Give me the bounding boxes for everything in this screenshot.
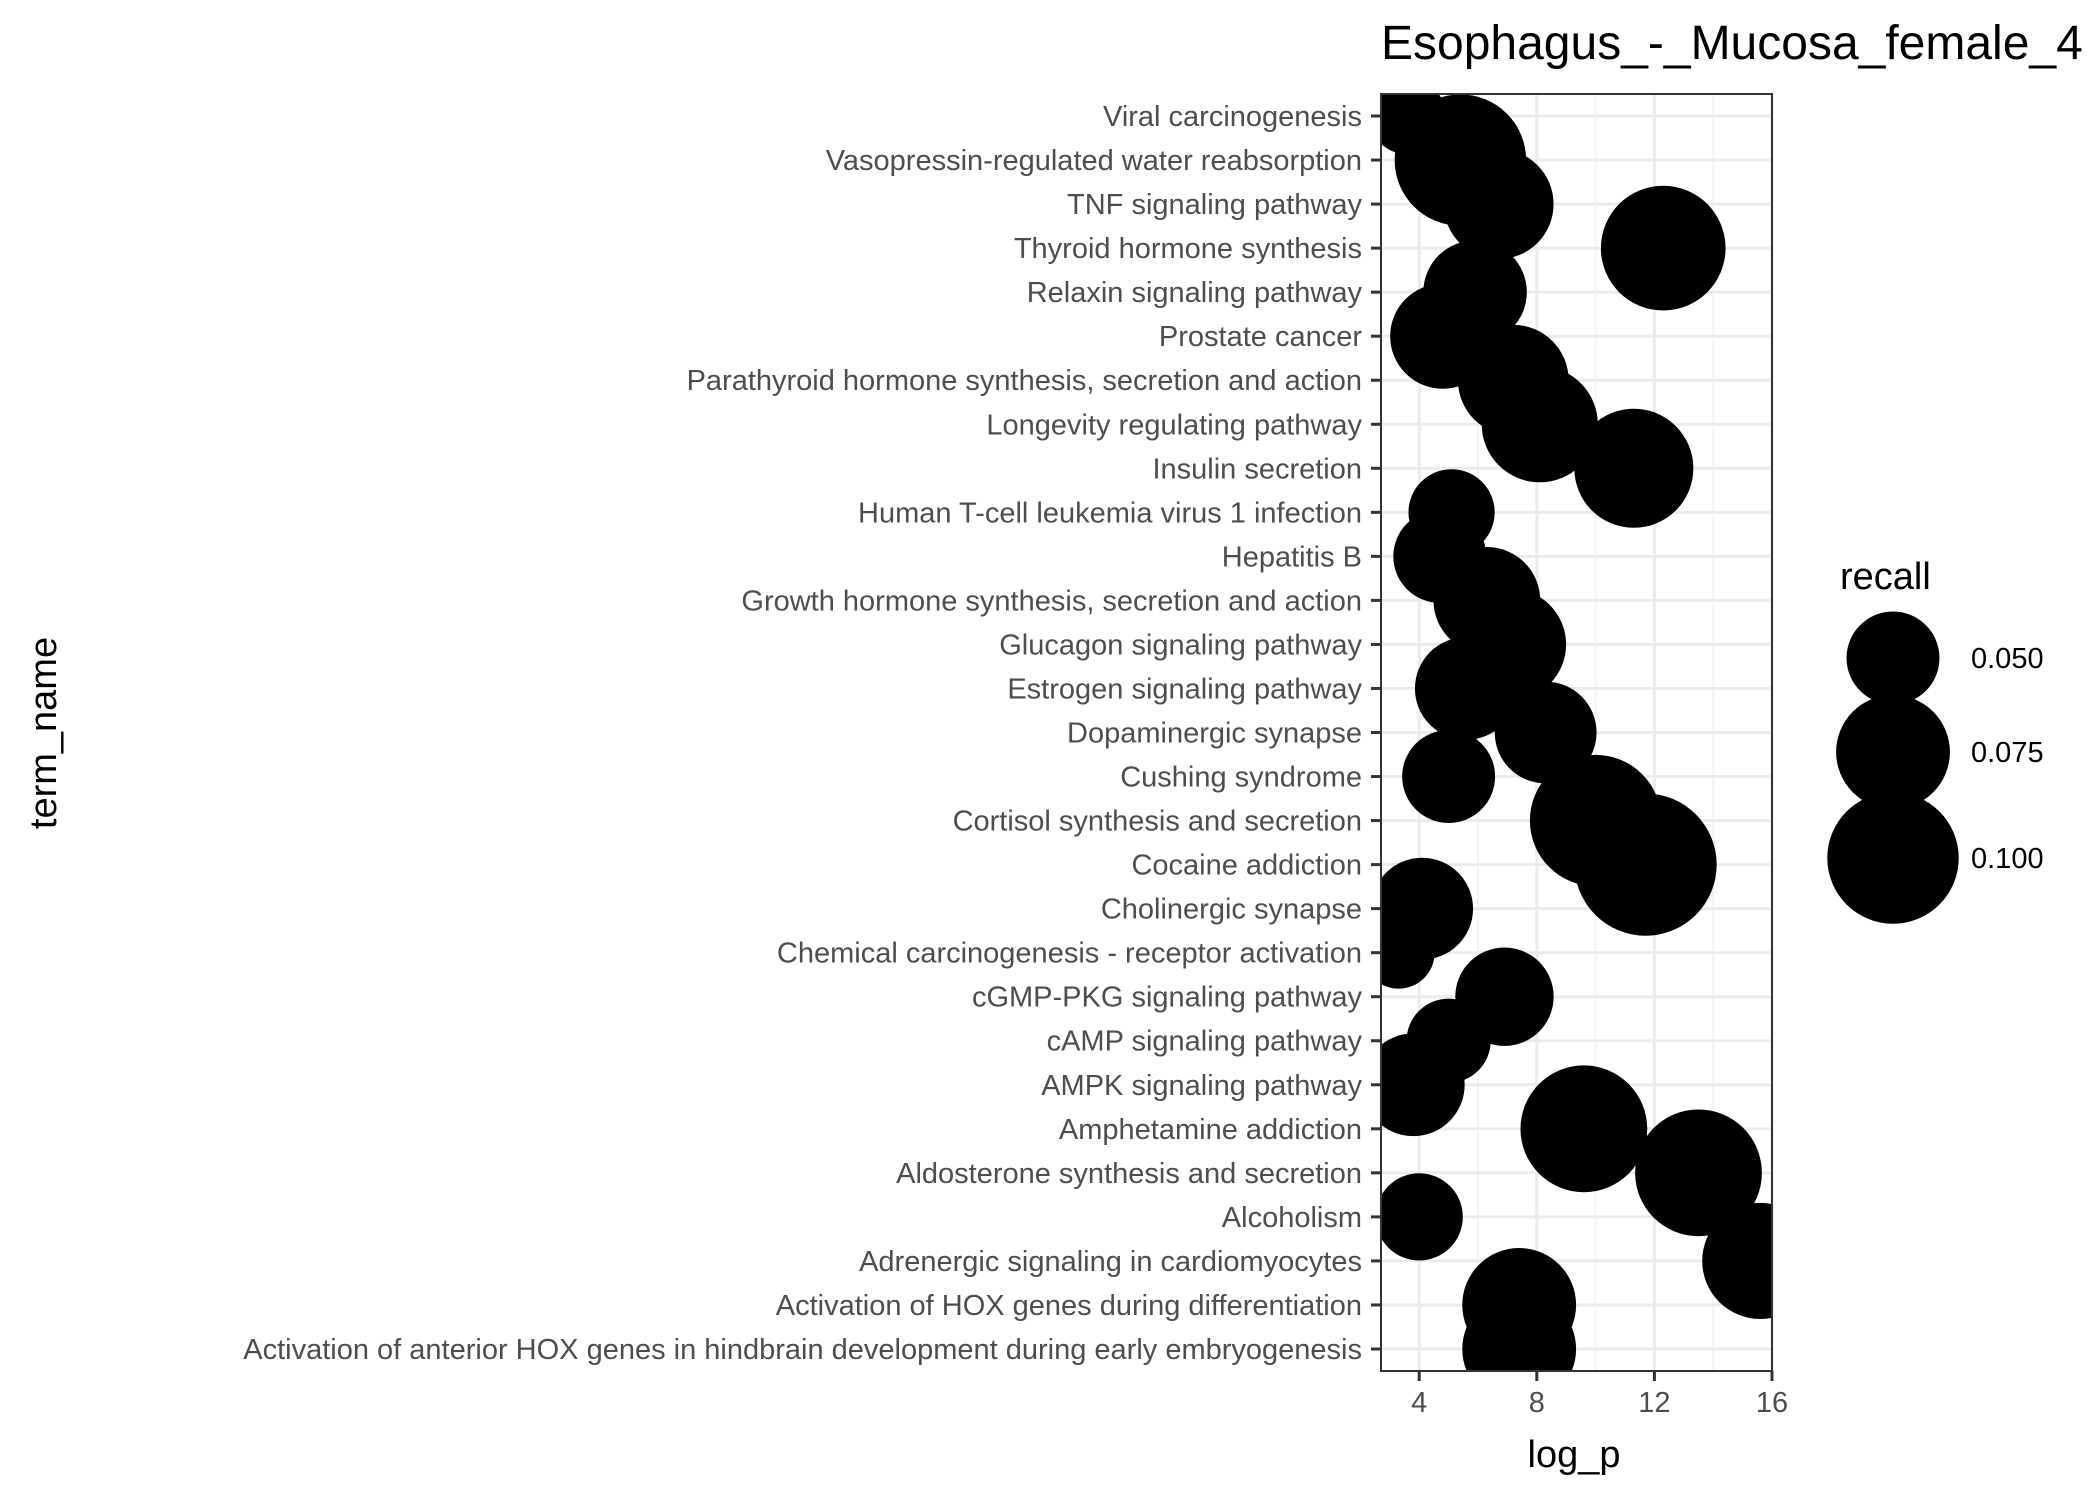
y-tick-label: Adrenergic signaling in cardiomyocytes [859, 1246, 1362, 1278]
y-tick-label: Cushing syndrome [1120, 762, 1362, 794]
data-points [1381, 94, 1772, 1371]
data-point [1381, 94, 1446, 155]
y-axis-title: term_name [23, 637, 65, 829]
legend-label: 0.100 [1971, 843, 2044, 875]
y-tick-label: Relaxin signaling pathway [1027, 277, 1363, 309]
y-axis: Activation of anterior HOX genes in hind… [243, 101, 1381, 1366]
x-tick-label: 4 [1411, 1387, 1427, 1419]
y-tick-label: Dopaminergic synapse [1067, 718, 1362, 750]
data-point [1520, 1065, 1648, 1193]
y-tick-label: Activation of anterior HOX genes in hind… [243, 1334, 1362, 1366]
legend: recall 0.050 0.075 0.100 [1827, 556, 2044, 924]
data-point [1381, 1173, 1463, 1261]
y-tick-label: Hepatitis B [1222, 541, 1362, 573]
y-tick-label: Cholinergic synapse [1101, 894, 1362, 926]
legend-keys: 0.050 0.075 0.100 [1827, 611, 2044, 924]
legend-label: 0.075 [1971, 737, 2044, 769]
y-tick-label: Amphetamine addiction [1059, 1114, 1362, 1146]
x-tick-label: 16 [1756, 1387, 1788, 1419]
data-point [1600, 185, 1726, 311]
y-tick-label: Insulin secretion [1152, 453, 1362, 485]
legend-title: recall [1840, 556, 1931, 598]
data-point [1408, 469, 1495, 556]
y-tick-label: Longevity regulating pathway [986, 409, 1362, 441]
y-tick-label: cGMP-PKG signaling pathway [972, 982, 1363, 1014]
y-tick-label: Thyroid hormone synthesis [1014, 233, 1362, 265]
x-axis-title: log_p [1528, 1434, 1621, 1476]
y-tick-label: cAMP signaling pathway [1047, 1026, 1363, 1058]
data-point [1494, 681, 1597, 784]
data-point [1574, 408, 1694, 528]
chart-title: Esophagus_-_Mucosa_female_4 [1381, 17, 2083, 70]
x-tick-label: 8 [1529, 1387, 1545, 1419]
x-tick-label: 12 [1638, 1387, 1670, 1419]
data-point [1423, 240, 1527, 344]
legend-key [1827, 792, 1959, 924]
y-tick-label: TNF signaling pathway [1067, 189, 1362, 221]
y-tick-label: Alcoholism [1222, 1202, 1362, 1234]
data-point [1635, 1109, 1762, 1237]
y-tick-label: Estrogen signaling pathway [1007, 673, 1362, 705]
y-tick-label: AMPK signaling pathway [1041, 1070, 1362, 1102]
x-axis: 4 8 12 16 [1411, 1371, 1788, 1419]
y-tick-label: Parathyroid hormone synthesis, secretion… [687, 365, 1362, 397]
legend-label: 0.050 [1971, 643, 2044, 675]
y-tick-label: Prostate cancer [1159, 321, 1362, 353]
data-point [1402, 730, 1496, 824]
data-point [1462, 1248, 1577, 1362]
y-tick-label: Aldosterone synthesis and secretion [896, 1158, 1362, 1190]
data-point [1455, 947, 1554, 1046]
y-tick-label: Vasopressin-regulated water reabsorption [826, 145, 1362, 177]
data-point [1381, 857, 1474, 960]
y-tick-label: Chemical carcinogenesis - receptor activ… [777, 938, 1362, 970]
data-point [1529, 754, 1662, 887]
y-tick-label: Cortisol synthesis and secretion [953, 806, 1362, 838]
y-tick-label: Cocaine addiction [1131, 850, 1362, 882]
y-tick-label: Viral carcinogenesis [1103, 101, 1362, 133]
legend-key [1846, 611, 1940, 705]
legend-key [1836, 695, 1950, 809]
y-tick-label: Glucagon signaling pathway [999, 629, 1362, 661]
y-tick-label: Activation of HOX genes during different… [776, 1290, 1362, 1322]
y-tick-label: Human T-cell leukemia virus 1 infection [858, 497, 1362, 529]
y-tick-label: Growth hormone synthesis, secretion and … [741, 585, 1362, 617]
